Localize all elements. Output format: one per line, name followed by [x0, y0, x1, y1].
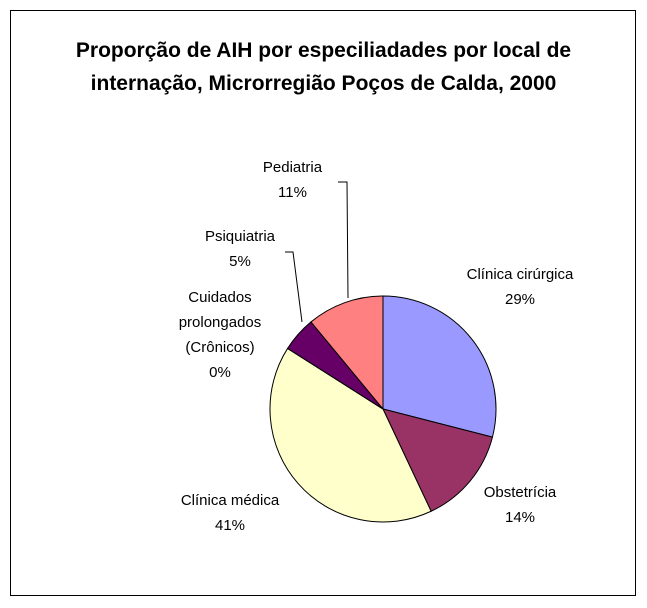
value-label: 41% [214, 517, 246, 534]
value-label: 11% [278, 184, 307, 201]
slice-label: Pediatria 11% [245, 155, 340, 205]
category-label: Psiquiatria [204, 228, 276, 245]
pie-slice [382, 408, 494, 512]
category-label: Clínica cirúrgica [466, 266, 574, 283]
chart-title: Proporção de AIH por especiliadades por … [75, 39, 572, 95]
value-label: 29% [504, 291, 536, 308]
slice-label: Clínica médica 41% [160, 488, 300, 538]
value-label: 5% [229, 253, 251, 270]
pie-slice [269, 347, 432, 523]
leader-line [338, 181, 349, 299]
slice-label: Psiquiatria 5% [190, 224, 290, 274]
value-label: 14% [504, 509, 536, 526]
category-label: Clínica médica [180, 492, 280, 509]
pie-slice [310, 295, 384, 411]
value-label: 0% [209, 364, 231, 381]
leader-line [285, 251, 303, 323]
pie-slice [382, 295, 497, 438]
slice-label: Clínica cirúrgica 29% [460, 262, 580, 312]
category-label: Pediatria [262, 159, 323, 176]
category-label: Obstetrícia [483, 484, 557, 501]
category-label: Cuidados prolongados (Crônicos) [178, 289, 262, 356]
chart-frame [10, 10, 636, 596]
slice-label: Obstetrícia 14% [460, 480, 580, 530]
slice-label: Cuidados prolongados (Crônicos) 0% [155, 285, 285, 385]
